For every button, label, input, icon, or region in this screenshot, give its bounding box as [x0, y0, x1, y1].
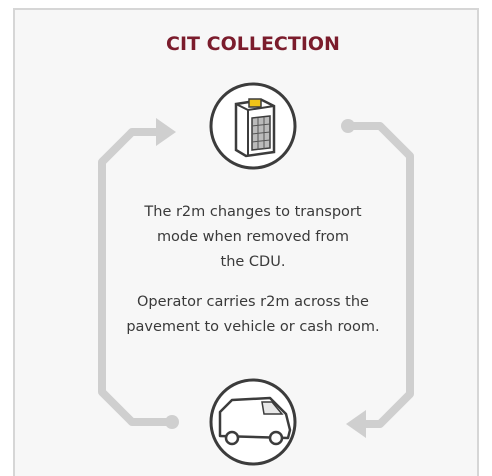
paragraph-line: Operator carries r2m across the: [137, 294, 369, 310]
cassette-icon: [211, 84, 295, 168]
paragraph-line: the CDU.: [221, 254, 286, 270]
title: CIT COLLECTION: [166, 33, 340, 55]
paragraph-line: mode when removed from: [157, 229, 349, 245]
paragraph-line: pavement to vehicle or cash room.: [126, 319, 379, 335]
diagram: CIT COLLECTION The r2m changes to transp…: [0, 0, 492, 476]
paragraph-line: The r2m changes to transport: [143, 204, 362, 220]
van-icon: [211, 380, 295, 464]
